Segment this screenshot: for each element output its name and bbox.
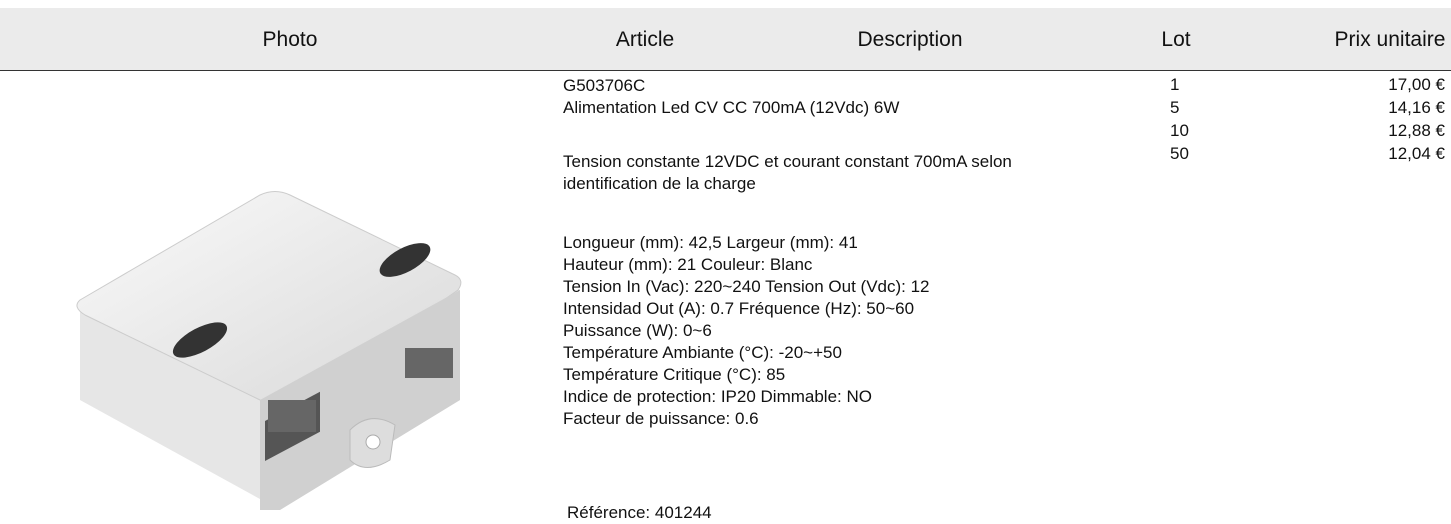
column-header: Article (616, 28, 674, 52)
spec-line: Facteur de puissance: 0.6 (563, 408, 759, 430)
reference: Référence: 401244 (567, 502, 712, 524)
lot-quantity: 5 (1170, 98, 1179, 118)
product-summary: Tension constante 12VDC et courant const… (563, 151, 1063, 195)
unit-price: 17,00 € (1388, 75, 1445, 95)
spec-line: Température Critique (°C): 85 (563, 364, 785, 386)
unit-price: 14,16 € (1388, 98, 1445, 118)
product-photo (60, 100, 480, 520)
table-header: Photo Article Description Lot Prix unita… (0, 8, 1451, 71)
lot-quantity: 50 (1170, 144, 1189, 164)
lot-quantity: 10 (1170, 121, 1189, 141)
spec-line: Indice de protection: IP20 Dimmable: NO (563, 386, 872, 408)
article-code: G503706C (563, 75, 645, 97)
spec-line: Puissance (W): 0~6 (563, 320, 712, 342)
spec-line: Température Ambiante (°C): -20~+50 (563, 342, 842, 364)
unit-price: 12,88 € (1388, 121, 1445, 141)
column-header: Prix unitaire (1335, 28, 1446, 52)
spec-line: Longueur (mm): 42,5 Largeur (mm): 41 (563, 232, 858, 254)
column-header: Photo (263, 28, 318, 52)
column-header: Lot (1161, 28, 1190, 52)
lot-quantity: 1 (1170, 75, 1179, 95)
spec-line: Tension In (Vac): 220~240 Tension Out (V… (563, 276, 930, 298)
unit-price: 12,04 € (1388, 144, 1445, 164)
page: Photo Article Description Lot Prix unita… (0, 0, 1451, 520)
spec-line: Intensidad Out (A): 0.7 Fréquence (Hz): … (563, 298, 914, 320)
column-header: Description (857, 28, 962, 52)
product-name: Alimentation Led CV CC 700mA (12Vdc) 6W (563, 97, 899, 119)
spec-line: Hauteur (mm): 21 Couleur: Blanc (563, 254, 812, 276)
